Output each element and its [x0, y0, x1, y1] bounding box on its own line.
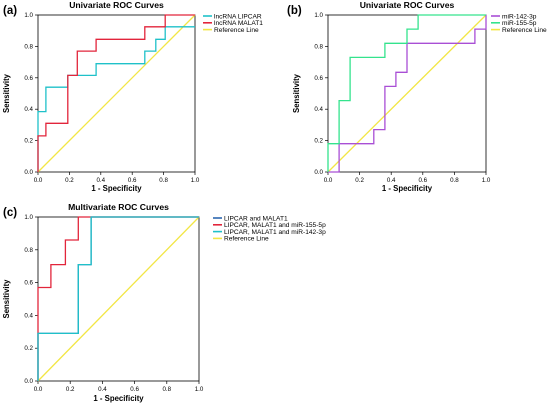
- x-tick-label: 0.4: [96, 177, 105, 184]
- y-axis-label: Sensitivity: [2, 279, 11, 319]
- series-line-mir-155-5p: [327, 14, 486, 172]
- y-tick-label: 0.6: [314, 75, 323, 82]
- x-tick-label: 0.2: [66, 386, 75, 393]
- y-tick-label: 0.2: [24, 345, 33, 352]
- plot-frame: [327, 14, 487, 173]
- series-line-lncrna-malat1: [37, 14, 195, 172]
- x-tick-label: 0.8: [450, 177, 459, 184]
- x-axis-label: 1 - Specificity: [91, 184, 142, 193]
- x-tick-label: 0.0: [34, 177, 43, 184]
- y-tick-label: 0.2: [24, 138, 33, 145]
- y-tick-label: 0.8: [24, 43, 33, 50]
- x-tick-label: 0.0: [324, 177, 333, 184]
- x-tick-label: 0.8: [162, 386, 171, 393]
- x-tick-label: 0.6: [130, 386, 139, 393]
- x-tick-label: 0.2: [355, 177, 364, 184]
- legend-entry: LIPCAR, MALAT1 and miR-142-3p: [224, 229, 326, 236]
- y-tick-label: 0.2: [314, 138, 323, 145]
- chart-title: Univariate ROC Curves: [360, 0, 455, 10]
- series-line-reference-line: [37, 14, 196, 173]
- x-tick-label: 0.8: [159, 177, 168, 184]
- x-tick-label: 0.2: [65, 177, 74, 184]
- chart-title: Multivariate ROC Curves: [68, 202, 169, 212]
- x-axis-label: 1 - Specificity: [382, 184, 433, 193]
- y-tick-label: 0.8: [24, 247, 33, 254]
- legend-entry: miR-142-3p: [502, 13, 537, 20]
- y-tick-label: 0.6: [24, 280, 33, 287]
- x-tick-label: 0.0: [34, 386, 43, 393]
- legend-entry: lncRNA LIPCAR: [214, 13, 262, 20]
- series-line-mir-142-3p: [328, 15, 487, 173]
- x-tick-label: 0.6: [128, 177, 137, 184]
- series-line-lipcar-malat1-and-mir-155-5p: [37, 216, 199, 381]
- y-tick-label: 0.8: [314, 43, 323, 50]
- legend-entry: LIPCAR, MALAT1 and miR-155-5p: [224, 222, 326, 229]
- y-tick-label: 0.4: [24, 312, 33, 319]
- y-axis-label: Sensitivity: [292, 73, 301, 113]
- y-tick-label: 0.4: [314, 106, 323, 113]
- panel-label: (c): [3, 207, 17, 219]
- x-tick-label: 1.0: [191, 177, 200, 184]
- x-tick-label: 1.0: [195, 386, 204, 393]
- legend-entry: lncRNA MALAT1: [214, 20, 263, 27]
- x-tick-label: 0.6: [418, 177, 427, 184]
- panel-label: (b): [287, 5, 302, 17]
- y-tick-label: 0.6: [24, 75, 33, 82]
- y-tick-label: 0.0: [314, 169, 323, 176]
- panel-label: (a): [3, 5, 17, 17]
- series-line-lncrna-lipcar: [37, 26, 195, 172]
- plot-frame: [37, 14, 196, 173]
- series-line-reference-line: [327, 14, 487, 173]
- y-tick-label: 1.0: [24, 12, 33, 19]
- legend-entry: Reference Line: [214, 27, 259, 34]
- y-tick-label: 0.0: [24, 378, 33, 385]
- y-tick-label: 1.0: [24, 214, 33, 221]
- x-tick-label: 0.4: [98, 386, 107, 393]
- x-tick-label: 0.4: [387, 177, 396, 184]
- y-axis-label: Sensitivity: [2, 73, 11, 113]
- legend-entry: Reference Line: [224, 236, 269, 243]
- y-tick-label: 1.0: [314, 12, 323, 19]
- series-line-reference-line: [37, 216, 200, 382]
- series-line-lipcar-malat1-and-mir-142-3p: [37, 216, 199, 381]
- legend-entry: miR-155-5p: [502, 20, 537, 27]
- x-tick-label: 1.0: [482, 177, 491, 184]
- legend-entry: Reference Line: [502, 27, 547, 34]
- x-axis-label: 1 - Specificity: [93, 394, 144, 403]
- y-tick-label: 0.0: [24, 169, 33, 176]
- y-tick-label: 0.4: [24, 106, 33, 113]
- chart-title: Univariate ROC Curves: [69, 0, 164, 10]
- legend-entry: LIPCAR and MALAT1: [224, 215, 288, 222]
